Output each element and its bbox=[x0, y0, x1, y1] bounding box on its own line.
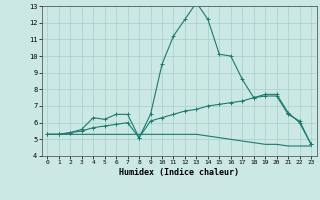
X-axis label: Humidex (Indice chaleur): Humidex (Indice chaleur) bbox=[119, 168, 239, 177]
